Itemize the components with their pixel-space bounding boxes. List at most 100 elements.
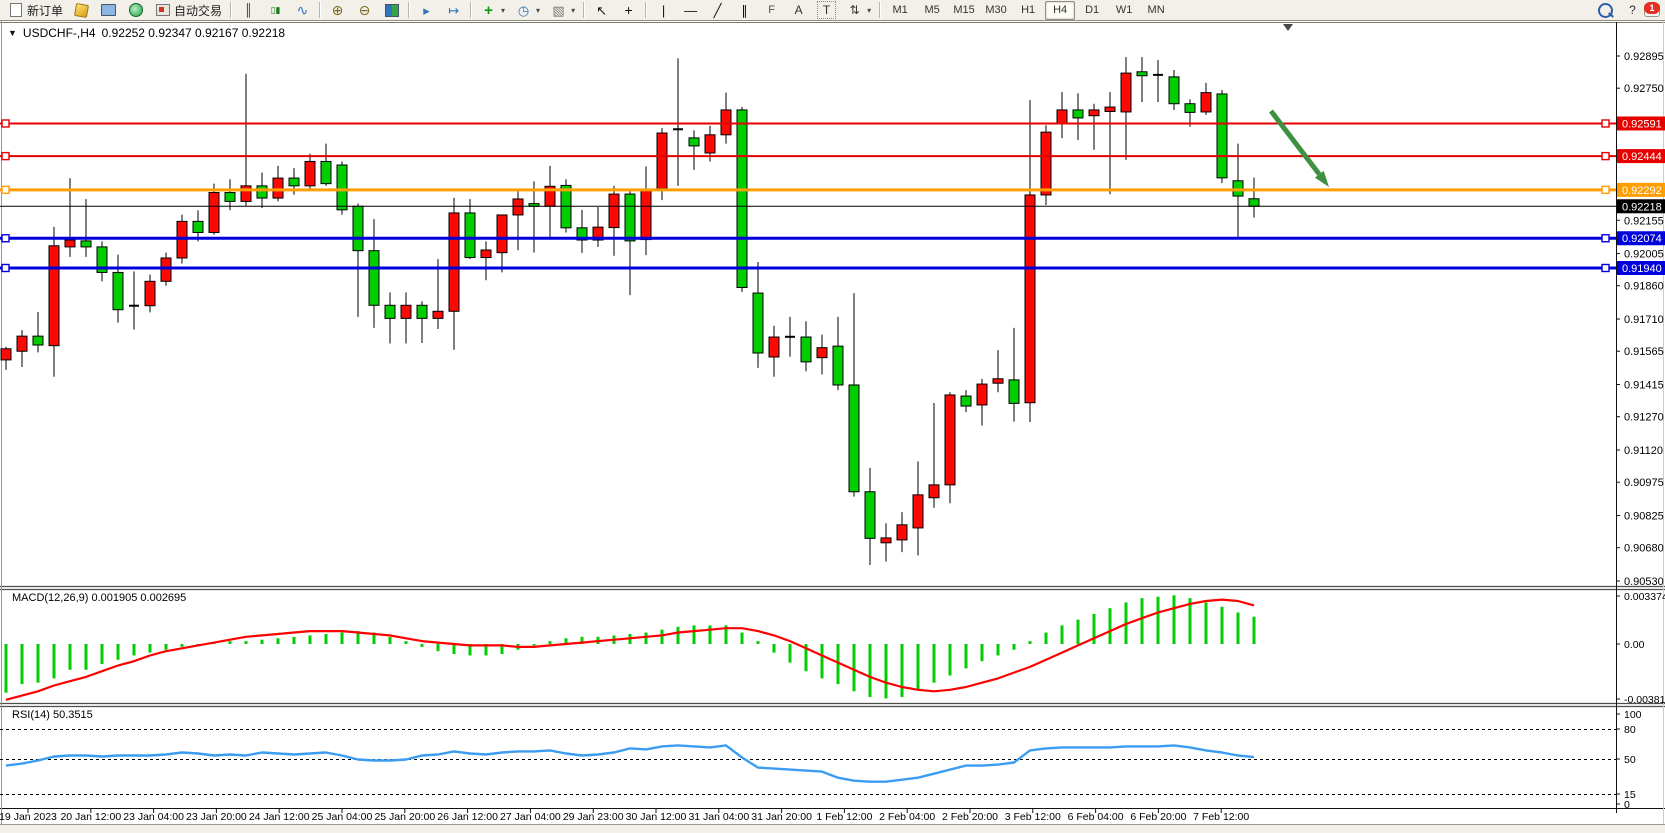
add-indicator-icon[interactable]: + ▾ — [476, 0, 509, 20]
svg-text:25 Jan 04:00: 25 Jan 04:00 — [312, 811, 373, 823]
timeframe-m30[interactable]: M30 — [985, 4, 1007, 16]
timeframe-m15[interactable]: M15 — [953, 4, 975, 16]
notification-icon[interactable]: ? 1 — [1620, 0, 1664, 20]
templates-icon: ▧ — [552, 2, 565, 18]
vertical-line-icon[interactable]: | — [651, 0, 676, 20]
horizontal-line[interactable] — [0, 185, 1616, 195]
svg-text:29 Jan 23:00: 29 Jan 23:00 — [563, 811, 624, 823]
svg-text:31 Jan 20:00: 31 Jan 20:00 — [751, 811, 812, 823]
horizontal-line[interactable] — [0, 119, 1616, 128]
crosshair-icon[interactable]: + — [616, 0, 641, 20]
label-icon: T — [817, 1, 837, 19]
price-line-badge: 0.92074 — [1617, 231, 1665, 246]
candlestick-icon[interactable]: ▯▮ — [263, 0, 288, 20]
svg-text:0.91415: 0.91415 — [1624, 380, 1664, 392]
svg-text:0.92292: 0.92292 — [1622, 185, 1662, 197]
horizontal-line[interactable] — [0, 151, 1616, 161]
timeframe-m1[interactable]: M1 — [892, 4, 908, 16]
navigator-icon — [127, 2, 144, 18]
price-axis[interactable]: 0.92895 0.92750 0.92155 0.92005 0.91860 0.917… — [1616, 51, 1664, 588]
search-icon[interactable] — [1593, 0, 1618, 20]
dropdown-caret-icon[interactable]: ▾ — [867, 5, 872, 15]
new-chart-icon[interactable] — [69, 0, 94, 20]
svg-text:30 Jan 12:00: 30 Jan 12:00 — [626, 811, 687, 823]
fibonacci-icon[interactable]: F — [759, 0, 784, 20]
indicator-axis[interactable]: 0.003374 0.00 -0.003819 100 80 50 150 — [1616, 591, 1665, 811]
horizontal-line[interactable] — [0, 234, 1616, 243]
channel-icon: ∥ — [741, 2, 748, 18]
horizontal-line[interactable] — [0, 263, 1616, 273]
zoom-in-icon[interactable]: ⊕ — [325, 0, 350, 20]
zoom-in-icon: ⊕ — [331, 2, 344, 18]
dropdown-caret-icon[interactable]: ▾ — [571, 5, 576, 15]
line-chart-icon[interactable]: ∿ — [290, 0, 315, 20]
templates-icon[interactable]: ▧ ▾ — [546, 0, 579, 20]
time-axis[interactable]: 19 Jan 2023 20 Jan 12:00 23 Jan 04:00 23 Ja… — [0, 809, 1249, 823]
timeframe-m5[interactable]: M5 — [924, 4, 940, 16]
svg-text:26 Jan 12:00: 26 Jan 12:00 — [437, 811, 498, 823]
svg-text:0.91940: 0.91940 — [1622, 263, 1662, 275]
zoom-out-icon[interactable]: ⊖ — [352, 0, 377, 20]
new-order-button[interactable]: 新订单 — [3, 0, 67, 20]
price-line-badge: 0.92444 — [1617, 149, 1665, 164]
dropdown-caret-icon[interactable]: ▾ — [501, 5, 506, 15]
auto-scroll-icon[interactable]: ▸ — [414, 0, 439, 20]
timeframe-d1[interactable]: D1 — [1085, 4, 1100, 16]
svg-text:15: 15 — [1624, 789, 1636, 801]
svg-text:0.91710: 0.91710 — [1624, 314, 1664, 326]
vertical-line-icon: | — [661, 2, 666, 18]
chart-shift-icon[interactable]: ↦ — [441, 0, 466, 20]
text-icon[interactable]: A — [786, 0, 811, 20]
auto-trading-button[interactable]: 自动交易 — [150, 0, 226, 20]
timeframe-w1[interactable]: W1 — [1115, 4, 1133, 16]
svg-text:0.90975: 0.90975 — [1624, 477, 1664, 489]
svg-text:0.92005: 0.92005 — [1624, 249, 1664, 261]
svg-text:-0.003819: -0.003819 — [1624, 694, 1665, 706]
svg-text:20 Jan 12:00: 20 Jan 12:00 — [60, 811, 121, 823]
horizontal-line-icon[interactable]: — — [678, 0, 703, 20]
svg-text:0.90680: 0.90680 — [1624, 543, 1664, 555]
toolbar-separator — [408, 2, 411, 18]
toolbar: 新订单 自动交易 ║ ▯▮ ∿ ⊕ ⊖ ▸ ↦ + ▾ ◷ ▾ ▧ ▾ ↖ + | — ╱ ∥ F A T ⇅ ▾ M1 M5 M15 M… — [0, 0, 1665, 21]
cursor-icon[interactable]: ↖ — [589, 0, 614, 20]
svg-text:0.90530: 0.90530 — [1624, 576, 1664, 588]
timeframe-mn[interactable]: MN — [1147, 4, 1165, 16]
cursor-icon: ↖ — [596, 2, 608, 18]
svg-text:0.92444: 0.92444 — [1622, 151, 1662, 163]
svg-text:0.91270: 0.91270 — [1624, 412, 1664, 424]
notification-badge: 1 — [1644, 2, 1660, 14]
svg-text:7 Feb 12:00: 7 Feb 12:00 — [1193, 811, 1249, 823]
label-icon[interactable]: T — [813, 0, 840, 20]
svg-text:24 Jan 12:00: 24 Jan 12:00 — [249, 811, 310, 823]
price-line-badge: 0.91940 — [1617, 260, 1665, 275]
timeframe-h1[interactable]: H1 — [1021, 4, 1036, 16]
shapes-icon[interactable]: ⇅ ▾ — [842, 0, 875, 20]
timeframe-h4[interactable]: H4 — [1045, 0, 1076, 20]
new-order-button-label: 新订单 — [27, 3, 64, 18]
notification-icon: ? — [1629, 3, 1636, 17]
svg-text:2 Feb 04:00: 2 Feb 04:00 — [879, 811, 935, 823]
bar-chart-icon[interactable]: ║ — [236, 0, 261, 20]
profiles-icon — [100, 2, 117, 18]
svg-text:25 Jan 20:00: 25 Jan 20:00 — [374, 811, 435, 823]
rsi-level-lines — [0, 729, 1616, 795]
price-line-badge: 0.92591 — [1617, 116, 1665, 131]
trendline-icon[interactable]: ╱ — [705, 0, 730, 20]
dropdown-caret-icon[interactable]: ▾ — [536, 5, 541, 15]
macd-histogram — [4, 595, 1256, 699]
navigator-icon[interactable] — [123, 0, 148, 20]
candlestick-icon: ▯▮ — [270, 4, 281, 15]
crosshair-icon: + — [624, 2, 633, 18]
annotation-arrow[interactable] — [1269, 109, 1329, 187]
svg-text:0.92155: 0.92155 — [1624, 215, 1664, 227]
toolbar-separator — [230, 2, 233, 18]
channel-icon[interactable]: ∥ — [732, 0, 757, 20]
tile-windows-icon[interactable] — [379, 0, 404, 20]
toolbar-separator — [470, 2, 473, 18]
svg-text:1 Feb 12:00: 1 Feb 12:00 — [816, 811, 872, 823]
profiles-icon[interactable] — [96, 0, 121, 20]
chart-shift-marker[interactable] — [1283, 24, 1293, 31]
periods-icon[interactable]: ◷ ▾ — [511, 0, 544, 20]
zoom-out-icon: ⊖ — [358, 2, 371, 18]
